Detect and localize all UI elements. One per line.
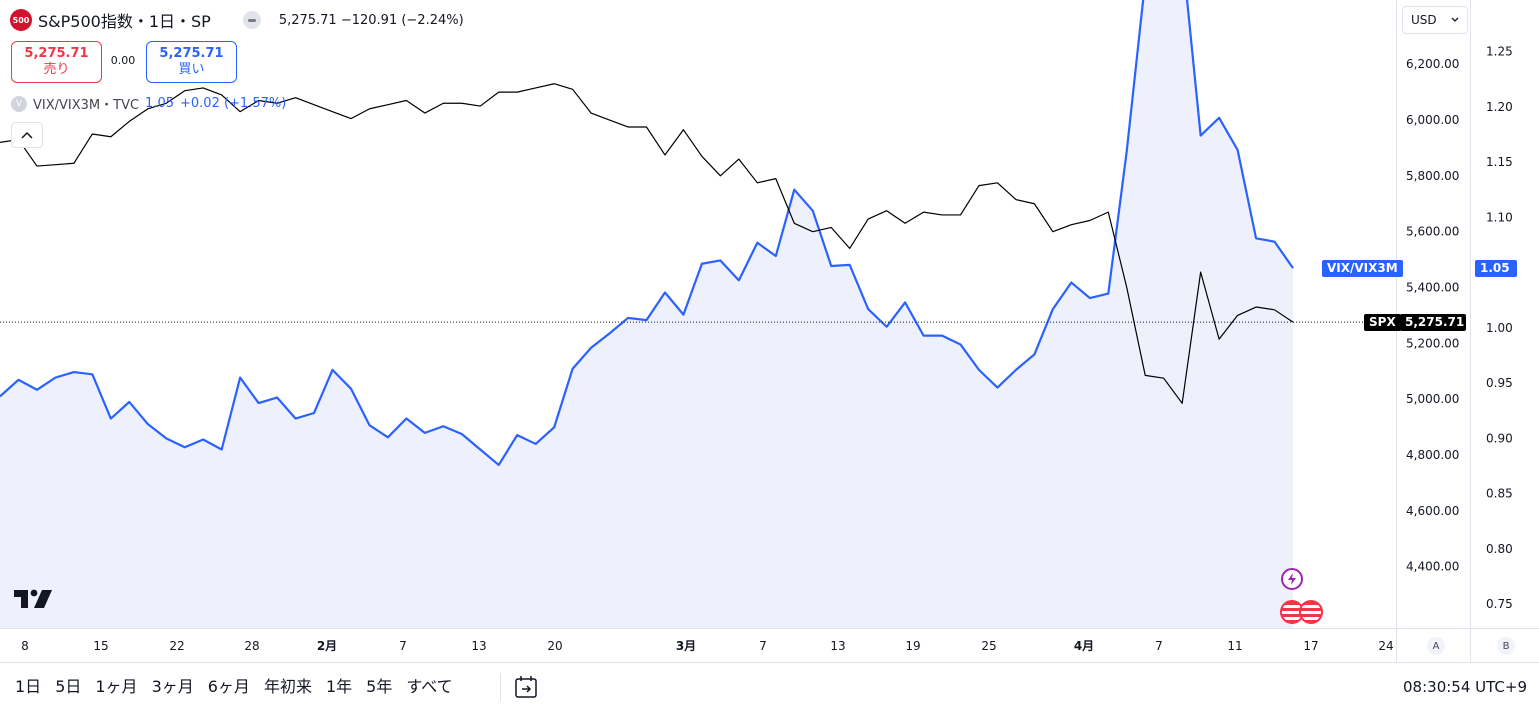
left-axis-tick-0: 6,200.00 — [1406, 57, 1459, 71]
x-axis-tick-5: 7 — [399, 639, 407, 653]
market-status-icon[interactable] — [242, 11, 261, 29]
left-axis-tick-4: 5,400.00 — [1406, 280, 1459, 294]
x-axis-tick-9: 7 — [759, 639, 767, 653]
range-ytd[interactable]: 年初来 — [263, 677, 312, 696]
overlay-legend[interactable]: V VIX/VIX3M・TVC 1.05 +0.02 (+1.57%) — [11, 94, 286, 113]
currency-label: USD — [1411, 13, 1437, 27]
us-flag-event-icon-2[interactable] — [1299, 600, 1323, 624]
overlay-change: +0.02 (+1.57%) — [180, 96, 287, 111]
range-all[interactable]: すべて — [406, 677, 453, 696]
buy-button[interactable]: 5,275.71 買い — [146, 41, 237, 83]
x-axis-tick-8: 3月 — [676, 639, 696, 653]
range-6m[interactable]: 6ヶ月 — [207, 677, 250, 696]
vix-vix3m-area — [0, 0, 1293, 628]
range-1y[interactable]: 1年 — [325, 677, 353, 696]
range-3m[interactable]: 3ヶ月 — [151, 677, 194, 696]
x-axis-tick-7: 20 — [547, 639, 562, 653]
symbol-ohlc-values: 5,275.71 −120.91 (−2.24%) — [278, 12, 464, 28]
left-axis-tick-8: 4,600.00 — [1406, 504, 1459, 518]
time-axis[interactable]: 8 15 22 28 2月 7 13 20 3月 7 13 19 25 4月 7 11 17 24 — [21, 639, 1393, 653]
right-axis-tick-2: 1.15 — [1486, 155, 1513, 169]
right-axis-tick-1: 1.20 — [1486, 100, 1513, 114]
sell-button[interactable]: 5,275.71 売り — [11, 41, 102, 83]
right-scale-button[interactable]: B — [1497, 637, 1515, 655]
left-axis-tick-2: 5,800.00 — [1406, 169, 1459, 183]
left-axis-tick-6: 5,000.00 — [1406, 392, 1459, 406]
x-axis-tick-12: 25 — [981, 639, 996, 653]
x-axis-tick-2: 22 — [169, 639, 184, 653]
symbol-title[interactable]: S&P500指数・1日・SP — [38, 12, 211, 31]
x-axis-tick-16: 17 — [1303, 639, 1318, 653]
spx-name-tag: SPX — [1364, 313, 1401, 331]
collapse-legend-button[interactable] — [11, 122, 43, 148]
x-axis-tick-13: 4月 — [1074, 639, 1094, 653]
auto-scale-button[interactable]: A — [1427, 637, 1445, 655]
spread-value: 0.00 — [110, 54, 136, 67]
spx-line — [0, 83, 1294, 404]
symbol-logo-icon: 500 — [10, 9, 32, 31]
left-axis-tick-9: 4,400.00 — [1406, 560, 1459, 574]
buy-label: 買い — [178, 62, 205, 77]
toolbar-divider — [500, 673, 501, 701]
buy-price: 5,275.71 — [159, 46, 224, 61]
range-1m[interactable]: 1ヶ月 — [95, 677, 138, 696]
chart-canvas[interactable]: 6,200.00 6,000.00 5,800.00 5,600.00 5,400.00… — [0, 0, 1539, 662]
left-axis-tick-5: 5,200.00 — [1406, 336, 1459, 350]
time-range-selector: 1日 5日 1ヶ月 3ヶ月 6ヶ月 年初来 1年 5年 すべて — [10, 675, 458, 699]
left-axis-tick-3: 5,600.00 — [1406, 225, 1459, 239]
chevron-up-icon — [21, 131, 33, 139]
spx-value-tag: 5,275.71 — [1400, 313, 1466, 331]
symbol-header: 500 S&P500指数・1日・SP 5,275.71 −120.91 (−2.… — [10, 8, 464, 32]
left-axis-tick-7: 4,800.00 — [1406, 448, 1459, 462]
sell-label: 売り — [43, 62, 70, 77]
lightning-event-icon[interactable] — [1281, 568, 1303, 590]
right-axis-tick-3: 1.10 — [1486, 210, 1513, 224]
vix-name-tag: VIX/VIX3M — [1322, 259, 1403, 277]
right-axis-tick-6: 0.95 — [1486, 376, 1513, 390]
right-axis-tick-0: 1.25 — [1486, 45, 1513, 59]
right-axis-tick-5: 1.00 — [1486, 321, 1513, 335]
vix-value-tag: 1.05 — [1475, 259, 1517, 277]
right-price-axis[interactable]: 1.251.201.151.101.051.000.950.900.850.80… — [1486, 45, 1513, 612]
tradingview-logo-icon[interactable] — [14, 588, 54, 610]
x-axis-tick-17: 24 — [1378, 639, 1393, 653]
chevron-down-icon — [1451, 17, 1459, 22]
go-to-date-icon[interactable] — [514, 675, 538, 699]
right-axis-tick-7: 0.90 — [1486, 431, 1513, 445]
clock[interactable]: 08:30:54 UTC+9 — [1403, 678, 1527, 696]
vix-vix3m-line — [0, 0, 1294, 467]
range-5d[interactable]: 5日 — [55, 677, 82, 696]
x-axis-tick-6: 13 — [471, 639, 486, 653]
x-axis-tick-3: 28 — [244, 639, 259, 653]
bottom-toolbar: 1日 5日 1ヶ月 3ヶ月 6ヶ月 年初来 1年 5年 すべて 08:30:54… — [0, 662, 1539, 711]
x-axis-tick-11: 19 — [905, 639, 920, 653]
left-axis-tick-1: 6,000.00 — [1406, 113, 1459, 127]
x-axis-tick-4: 2月 — [317, 639, 337, 653]
overlay-value: 1.05 — [145, 96, 174, 111]
currency-select[interactable]: USD — [1402, 6, 1468, 34]
right-axis-tick-10: 0.75 — [1486, 597, 1513, 611]
overlay-name: VIX/VIX3M・TVC — [33, 98, 140, 113]
sell-price: 5,275.71 — [24, 46, 89, 61]
right-axis-tick-8: 0.85 — [1486, 487, 1513, 501]
x-axis-tick-14: 7 — [1155, 639, 1163, 653]
x-axis-tick-15: 11 — [1227, 639, 1242, 653]
x-axis-tick-0: 8 — [21, 639, 29, 653]
range-5y[interactable]: 5年 — [366, 677, 393, 696]
range-1d[interactable]: 1日 — [15, 677, 42, 696]
vix-symbol-icon: V — [11, 95, 27, 112]
left-price-axis[interactable]: 6,200.00 6,000.00 5,800.00 5,600.00 5,400.00… — [1406, 57, 1459, 573]
right-axis-tick-9: 0.80 — [1486, 542, 1513, 556]
x-axis-tick-1: 15 — [93, 639, 108, 653]
x-axis-tick-10: 13 — [830, 639, 845, 653]
